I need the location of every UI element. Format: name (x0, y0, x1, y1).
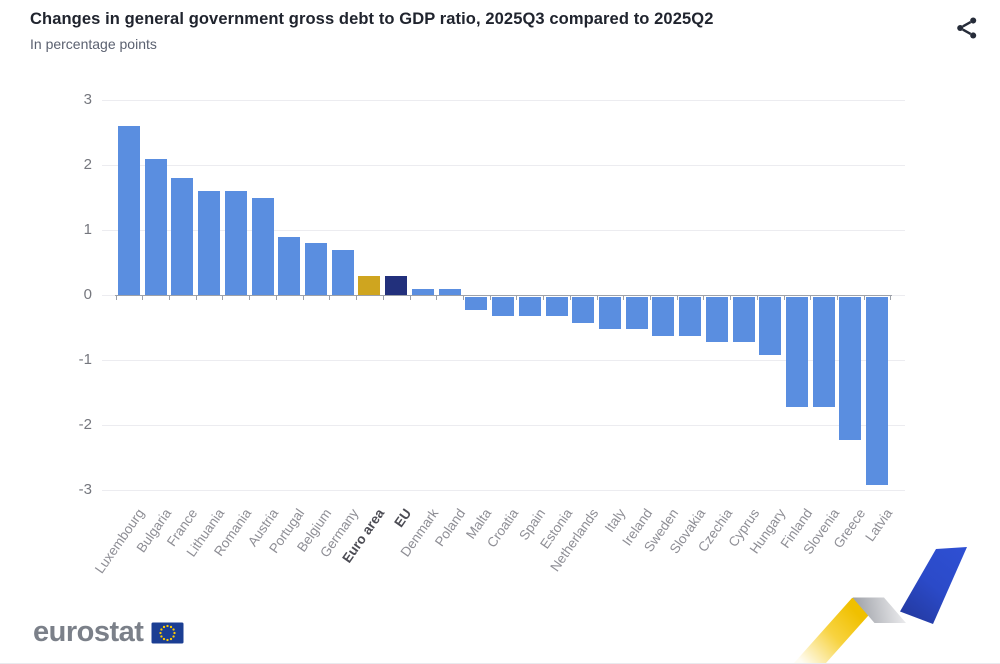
y-axis-tick-label-2: 2 (83, 156, 92, 173)
axis-tick-mark (142, 296, 144, 300)
axis-tick-mark (623, 296, 625, 300)
bar-romania[interactable] (224, 191, 247, 295)
chart-subtitle: In percentage points (30, 36, 157, 52)
axis-tick-mark (650, 296, 651, 300)
bar-denmark[interactable] (411, 288, 434, 295)
axis-tick-mark (516, 296, 518, 300)
eu-flag-icon (151, 622, 184, 644)
bar-ireland[interactable] (625, 296, 648, 329)
axis-tick-mark (356, 296, 358, 300)
bar-cyprus[interactable] (732, 296, 755, 342)
axis-tick-mark (249, 296, 251, 300)
bar-belgium[interactable] (305, 243, 328, 295)
eurostat-logo: eurostat (33, 618, 184, 647)
axis-tick-mark (115, 296, 117, 300)
x-axis-line (115, 294, 892, 296)
axis-tick-mark (169, 296, 171, 300)
gridline--2 (102, 425, 905, 426)
bar-bulgaria[interactable] (144, 158, 167, 295)
bar-luxembourg[interactable] (118, 126, 140, 295)
bar-eu[interactable] (385, 275, 408, 295)
bar-austria[interactable] (251, 197, 274, 295)
bar-poland[interactable] (438, 288, 461, 295)
axis-tick-mark (543, 296, 545, 300)
bar-latvia[interactable] (866, 296, 889, 485)
axis-tick-mark (329, 296, 331, 300)
axis-tick-mark (222, 296, 224, 300)
axis-tick-mark (863, 296, 865, 300)
bar-finland[interactable] (786, 296, 808, 407)
axis-tick-mark (837, 296, 839, 300)
bar-euro-area[interactable] (358, 275, 381, 295)
chart-title: Changes in general government gross debt… (30, 10, 714, 28)
bar-estonia[interactable] (545, 296, 568, 316)
axis-tick-mark (489, 296, 491, 300)
share-button[interactable] (952, 14, 982, 44)
gridline-1 (102, 230, 905, 231)
y-axis-tick-label--1: -1 (78, 351, 92, 368)
axis-tick-mark (275, 296, 277, 300)
bar-germany[interactable] (331, 249, 354, 295)
bar-slovenia[interactable] (812, 296, 835, 407)
gridline--3 (102, 490, 905, 491)
bar-netherlands[interactable] (572, 296, 595, 323)
gridline-3 (102, 100, 905, 101)
bar-lithuania[interactable] (198, 191, 221, 295)
axis-tick-mark (676, 296, 678, 300)
axis-tick-mark (756, 296, 758, 300)
plot-area: 3 2 1 0 -1 -2 -3 Luxembourg Bulgaria France Lithua… (79, 91, 905, 576)
axis-tick-mark (409, 296, 411, 300)
axis-tick-mark (890, 296, 892, 300)
y-axis-tick-label-0: 0 (83, 286, 92, 303)
axis-tick-mark (462, 296, 464, 300)
y-axis-tick-label-3: 3 (83, 91, 92, 108)
bar-italy[interactable] (598, 296, 621, 329)
bar-hungary[interactable] (759, 296, 782, 355)
chart-header: Changes in general government gross debt… (30, 10, 910, 52)
axis-tick-mark (730, 296, 732, 300)
y-axis-tick-label--3: -3 (78, 481, 92, 498)
bar-greece[interactable] (839, 296, 862, 440)
x-axis-label-eu: EU (391, 506, 415, 530)
bar-sweden[interactable] (652, 296, 675, 336)
gridline-2 (102, 165, 905, 166)
axis-tick-mark (596, 296, 598, 300)
share-icon (953, 17, 981, 45)
axis-tick-mark (195, 296, 197, 300)
bar-spain[interactable] (518, 296, 541, 316)
y-axis-tick-label-1: 1 (83, 221, 92, 238)
axis-tick-mark (436, 296, 438, 300)
bar-portugal[interactable] (278, 236, 301, 295)
axis-tick-mark (783, 296, 785, 300)
y-axis-tick-label--2: -2 (78, 416, 92, 433)
bar-malta[interactable] (465, 296, 488, 310)
eurostat-logo-text: eurostat (33, 616, 144, 648)
bar-croatia[interactable] (492, 296, 515, 316)
gridline--1 (102, 360, 905, 361)
bar-czechia[interactable] (705, 296, 728, 342)
axis-tick-mark (703, 296, 705, 300)
bar-france[interactable] (171, 178, 194, 295)
axis-tick-mark (382, 296, 384, 300)
axis-tick-mark (569, 296, 571, 300)
axis-tick-mark (810, 296, 812, 300)
bar-slovakia[interactable] (679, 296, 702, 336)
axis-tick-mark (302, 296, 304, 300)
